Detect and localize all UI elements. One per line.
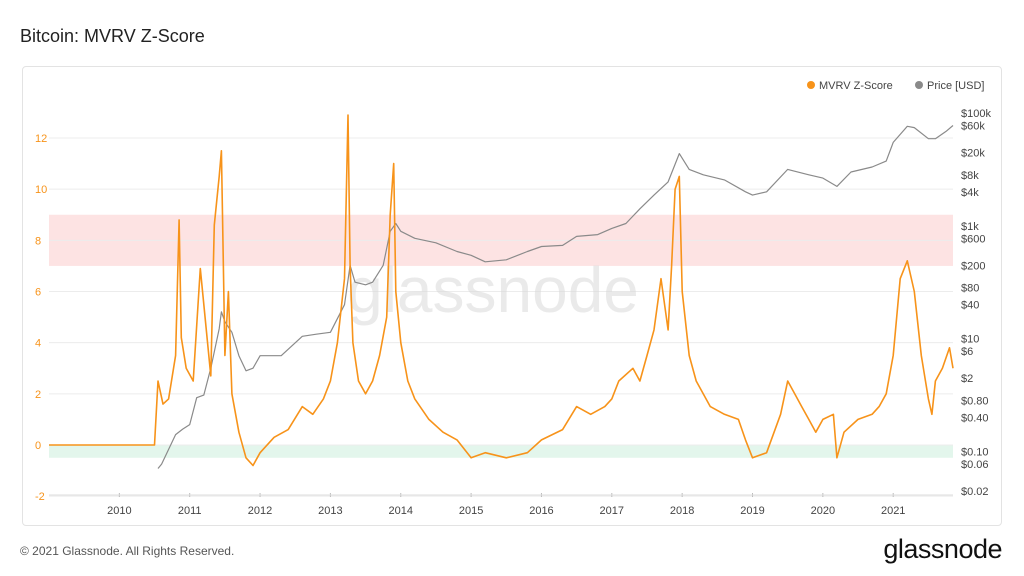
right-tick-label: $0.10 — [961, 447, 989, 459]
right-tick-label: $600 — [961, 233, 985, 245]
legend: MVRV Z-Score Price [USD] — [807, 80, 984, 92]
left-tick-label: 10 — [35, 184, 47, 196]
watermark: glassnode — [347, 254, 639, 326]
x-tick-label: 2010 — [107, 505, 131, 517]
chart-card: glassnode -2 0 2 4 6 8 10 12 $100k $60k $20k $8k $4… — [22, 66, 1002, 526]
x-tick-label: 2012 — [248, 505, 272, 517]
right-tick-label: $40 — [961, 300, 979, 312]
page-title: Bitcoin: MVRV Z-Score — [20, 26, 205, 46]
right-tick-label: $60k — [961, 120, 985, 132]
right-tick-label: $0.40 — [961, 413, 989, 425]
legend-label: Price [USD] — [927, 80, 984, 92]
left-tick-label: 8 — [35, 235, 41, 247]
right-tick-label: $80 — [961, 283, 979, 295]
left-tick-label: 12 — [35, 133, 47, 145]
right-tick-label: $200 — [961, 260, 985, 272]
left-tick-label: 6 — [35, 287, 41, 299]
zscore-line — [49, 114, 954, 467]
x-tick-label: 2011 — [178, 505, 202, 517]
series-lines — [49, 114, 954, 469]
zone-bands — [49, 214, 953, 458]
green-band — [49, 445, 953, 458]
left-tick-label: 0 — [35, 440, 41, 452]
legend-marker — [915, 81, 923, 89]
right-tick-label: $100k — [961, 108, 991, 120]
x-tick-label: 2018 — [670, 505, 694, 517]
right-tick-label: $8k — [961, 170, 979, 182]
left-tick-label: -2 — [35, 491, 45, 503]
x-tick-label: 2015 — [459, 505, 483, 517]
right-tick-label: $0.02 — [961, 486, 989, 498]
x-tick-label: 2014 — [389, 505, 413, 517]
x-tick-label: 2021 — [881, 505, 905, 517]
right-tick-label: $2 — [961, 373, 973, 385]
left-tick-label: 2 — [35, 389, 41, 401]
right-tick-label: $0.80 — [961, 396, 989, 408]
left-tick-label: 4 — [35, 338, 41, 350]
x-tick-label: 2013 — [318, 505, 342, 517]
x-axis: 2010 2011 2012 2013 2014 2015 2016 2017 2018 2019… — [49, 493, 953, 517]
gridlines — [49, 137, 953, 497]
right-tick-label: $4k — [961, 187, 979, 199]
right-tick-label: $20k — [961, 147, 985, 159]
legend-label: MVRV Z-Score — [819, 80, 893, 92]
mvrv-chart: glassnode -2 0 2 4 6 8 10 12 $100k$60k $20k $8k $4… — [35, 80, 991, 517]
x-tick-label: 2017 — [600, 505, 624, 517]
left-axis: -2 0 2 4 6 8 10 12 — [35, 133, 47, 503]
copyright: © 2021 Glassnode. All Rights Reserved. — [20, 544, 235, 558]
x-tick-label: 2020 — [811, 505, 835, 517]
right-tick-label: $1k — [961, 221, 979, 233]
price-line — [157, 125, 954, 469]
right-axis: $100k$60k$20k$8k$4k$1k$600$200$80$40$10$… — [961, 108, 991, 498]
x-tick-label: 2019 — [740, 505, 764, 517]
legend-marker — [807, 81, 815, 89]
right-tick-label: $10 — [961, 334, 979, 346]
right-tick-label: $6 — [961, 346, 973, 358]
x-tick-label: 2016 — [529, 505, 553, 517]
glassnode-logo: glassnode — [883, 534, 1002, 564]
right-tick-label: $0.06 — [961, 459, 989, 471]
